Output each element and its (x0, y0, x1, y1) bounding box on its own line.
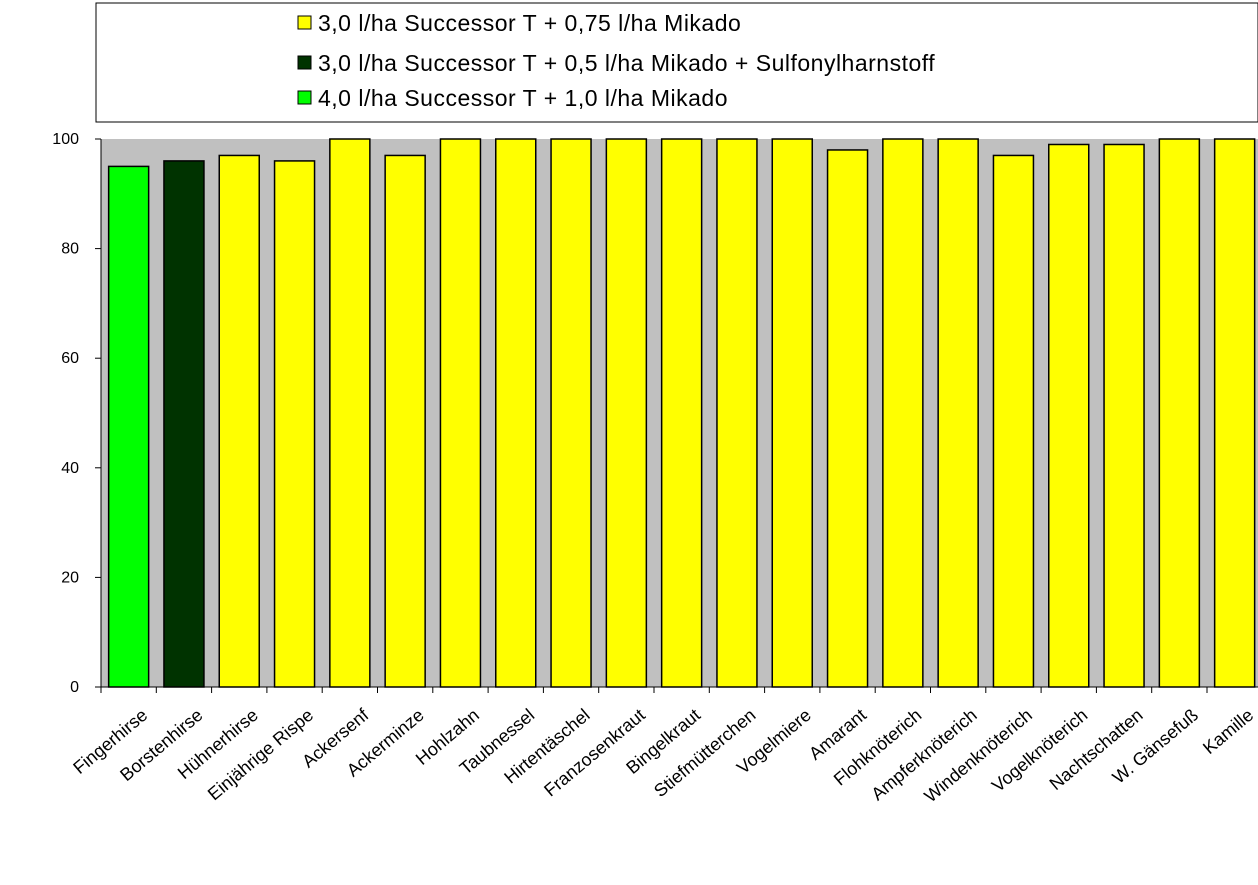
bar-0 (107, 165, 150, 688)
bar-16 (992, 154, 1035, 688)
y-tick-label-5: 100 (52, 131, 79, 148)
legend-swatch-1 (297, 55, 312, 70)
bar-1 (163, 160, 205, 688)
legend-box (95, 2, 1258, 123)
x-tick-label-9: Franzosenkraut (540, 705, 649, 801)
bar-9 (605, 138, 648, 688)
x-axis: FingerhirseBorstenhirseHühnerhirseEinjäh… (69, 686, 1258, 806)
legend-item-0: 3,0 l/ha Successor T + 0,75 l/ha Mikado (297, 10, 741, 36)
bar-12 (771, 138, 813, 688)
bar-3 (273, 160, 316, 688)
legend-swatch-0 (297, 15, 312, 30)
legend-label-2: 4,0 l/ha Successor T + 1,0 l/ha Mikado (318, 85, 728, 111)
y-tick-label-1: 20 (61, 569, 79, 586)
bar-6 (439, 138, 482, 688)
bar-14 (882, 138, 924, 688)
bar-17 (1048, 143, 1090, 688)
y-axis: 0 20 40 60 80 100 (52, 131, 102, 696)
bar-8 (550, 138, 592, 688)
bar-11 (716, 138, 758, 688)
bar-2 (218, 154, 260, 688)
legend-item-1: 3,0 l/ha Successor T + 0,5 l/ha Mikado +… (297, 50, 935, 76)
bar-20 (1213, 138, 1256, 688)
bar-19 (1158, 138, 1201, 688)
bar-10 (660, 138, 703, 688)
x-tick-label-20: Kamille (1199, 705, 1257, 758)
bar-5 (384, 154, 426, 688)
bar-7 (495, 138, 537, 688)
legend-swatch-2 (297, 90, 312, 105)
y-tick-label-2: 40 (61, 460, 79, 477)
bar-18 (1103, 143, 1145, 688)
legend-item-2: 4,0 l/ha Successor T + 1,0 l/ha Mikado (297, 85, 728, 111)
y-tick-label-0: 0 (70, 679, 79, 696)
bar-4 (329, 138, 371, 688)
legend: 3,0 l/ha Successor T + 0,75 l/ha Mikado … (95, 2, 1258, 123)
y-tick-label-4: 80 (61, 241, 79, 258)
legend-label-0: 3,0 l/ha Successor T + 0,75 l/ha Mikado (318, 10, 741, 36)
bar-15 (937, 138, 979, 688)
legend-label-1: 3,0 l/ha Successor T + 0,5 l/ha Mikado +… (318, 50, 935, 76)
bars (107, 138, 1256, 688)
bar-13 (826, 149, 869, 688)
x-tick-label-17: Vogelknöterich (988, 705, 1091, 796)
x-tick-label-18: Nachtschatten (1046, 705, 1147, 794)
y-tick-label-3: 60 (61, 350, 79, 367)
